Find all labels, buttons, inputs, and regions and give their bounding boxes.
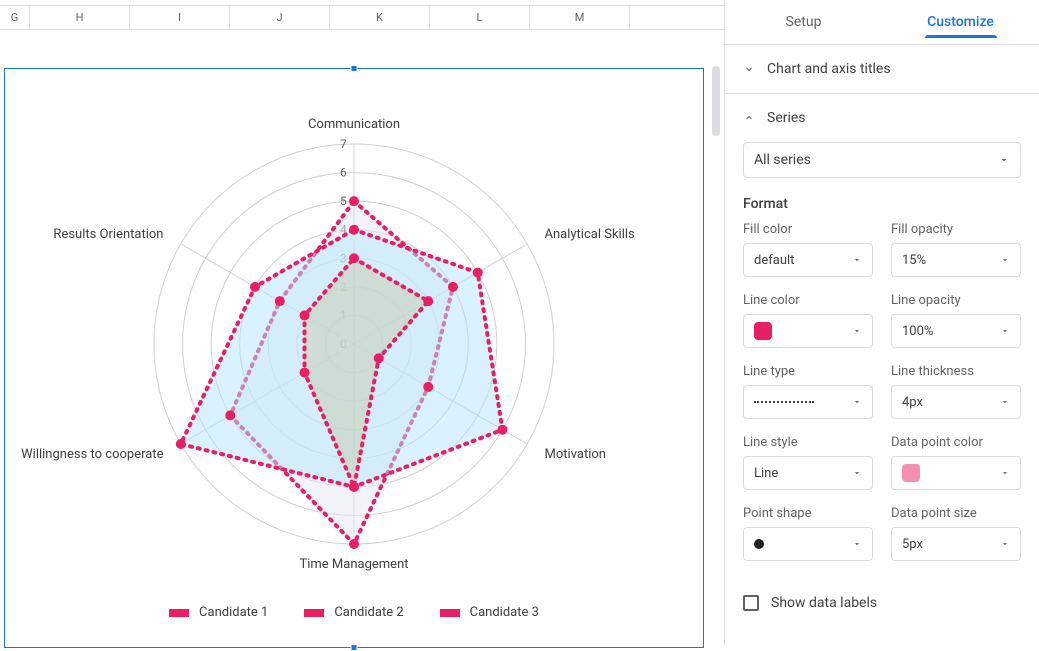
svg-text:Willingness to cooperate: Willingness to cooperate: [21, 447, 163, 462]
column-header[interactable]: K: [330, 6, 430, 29]
editor-tabs: Setup Customize: [725, 0, 1039, 44]
section-chart-axis-titles[interactable]: Chart and axis titles: [725, 45, 1039, 93]
svg-text:5: 5: [340, 194, 347, 208]
legend-label: Candidate 1: [199, 605, 268, 620]
tab-customize[interactable]: Customize: [882, 0, 1039, 44]
fill-color-select[interactable]: default: [743, 243, 873, 277]
caret-down-icon: [1000, 326, 1010, 336]
legend-item[interactable]: Candidate 2: [304, 605, 403, 620]
fill-opacity-value: 15%: [902, 253, 926, 268]
point-shape-select[interactable]: [743, 527, 873, 561]
line-opacity-value: 100%: [902, 324, 933, 339]
svg-text:Motivation: Motivation: [545, 447, 606, 462]
chart-legend: Candidate 1 Candidate 2 Candidate 3: [5, 599, 703, 632]
chart-editor-panel: Setup Customize Chart and axis titles Se…: [724, 0, 1039, 645]
column-headers: GHIJKLM: [0, 6, 724, 30]
legend-swatch: [304, 609, 324, 617]
svg-text:7: 7: [340, 137, 347, 151]
tab-setup[interactable]: Setup: [725, 0, 882, 44]
resize-handle-bottom[interactable]: [351, 644, 358, 651]
caret-down-icon: [1000, 539, 1010, 549]
sheet-area: 01234567CommunicationAnalytical SkillsMo…: [0, 30, 724, 645]
caret-down-icon: [852, 468, 862, 478]
column-header[interactable]: I: [130, 6, 230, 29]
data-point-color-select[interactable]: [891, 456, 1021, 490]
caret-down-icon: [852, 397, 862, 407]
line-type-preview: [754, 401, 814, 403]
legend-swatch: [440, 609, 460, 617]
legend-label: Candidate 2: [334, 605, 403, 620]
line-color-chip: [754, 322, 772, 340]
line-opacity-select[interactable]: 100%: [891, 314, 1021, 348]
fill-color-label: Fill color: [743, 222, 873, 237]
section-series[interactable]: Series: [725, 94, 1039, 142]
caret-down-icon: [998, 154, 1010, 166]
line-thickness-select[interactable]: 4px: [891, 385, 1021, 419]
chart-container[interactable]: 01234567CommunicationAnalytical SkillsMo…: [4, 68, 704, 648]
chevron-down-icon: [743, 63, 755, 75]
legend-swatch: [169, 609, 189, 617]
fill-color-value: default: [754, 253, 794, 268]
data-point-size-value: 5px: [902, 537, 923, 552]
line-thickness-value: 4px: [902, 395, 923, 410]
svg-text:6: 6: [340, 166, 347, 180]
line-color-label: Line color: [743, 293, 873, 308]
column-header[interactable]: G: [0, 6, 30, 29]
spreadsheet-pane: GHIJKLM 01234567CommunicationAnalytical …: [0, 0, 724, 645]
line-thickness-label: Line thickness: [891, 364, 1021, 379]
series-panel: All series Format Fill color default Fil…: [725, 142, 1039, 587]
vertical-scrollbar[interactable]: [712, 66, 720, 136]
data-point-color-chip: [902, 464, 920, 482]
line-style-value: Line: [754, 466, 778, 481]
section-label: Series: [767, 110, 806, 126]
format-heading: Format: [743, 196, 1021, 212]
caret-down-icon: [852, 326, 862, 336]
show-data-labels-label: Show data labels: [771, 595, 877, 611]
svg-text:Time Management: Time Management: [299, 557, 408, 572]
column-header[interactable]: L: [430, 6, 530, 29]
show-data-labels-row[interactable]: Show data labels: [725, 587, 1039, 611]
svg-text:Analytical Skills: Analytical Skills: [545, 227, 636, 242]
legend-item[interactable]: Candidate 1: [169, 605, 268, 620]
radar-chart: 01234567CommunicationAnalytical SkillsMo…: [5, 69, 703, 599]
legend-item[interactable]: Candidate 3: [440, 605, 539, 620]
column-header[interactable]: J: [230, 6, 330, 29]
show-data-labels-checkbox[interactable]: [743, 595, 759, 611]
point-shape-label: Point shape: [743, 506, 873, 521]
line-type-label: Line type: [743, 364, 873, 379]
svg-text:Results Orientation: Results Orientation: [53, 227, 163, 242]
caret-down-icon: [1000, 397, 1010, 407]
data-point-size-select[interactable]: 5px: [891, 527, 1021, 561]
caret-down-icon: [852, 255, 862, 265]
fill-opacity-label: Fill opacity: [891, 222, 1021, 237]
legend-label: Candidate 3: [470, 605, 539, 620]
data-point-color-label: Data point color: [891, 435, 1021, 450]
series-selector[interactable]: All series: [743, 142, 1021, 178]
chevron-up-icon: [743, 112, 755, 124]
caret-down-icon: [852, 539, 862, 549]
series-selector-value: All series: [754, 152, 811, 168]
line-style-select[interactable]: Line: [743, 456, 873, 490]
fill-opacity-select[interactable]: 15%: [891, 243, 1021, 277]
column-header[interactable]: M: [530, 6, 630, 29]
column-header[interactable]: H: [30, 6, 130, 29]
line-type-select[interactable]: [743, 385, 873, 419]
line-style-label: Line style: [743, 435, 873, 450]
line-color-select[interactable]: [743, 314, 873, 348]
resize-handle-top[interactable]: [351, 65, 358, 72]
caret-down-icon: [1000, 255, 1010, 265]
caret-down-icon: [1000, 468, 1010, 478]
svg-text:Communication: Communication: [308, 117, 400, 132]
point-shape-preview: [754, 539, 764, 549]
section-label: Chart and axis titles: [767, 61, 891, 77]
data-point-size-label: Data point size: [891, 506, 1021, 521]
line-opacity-label: Line opacity: [891, 293, 1021, 308]
